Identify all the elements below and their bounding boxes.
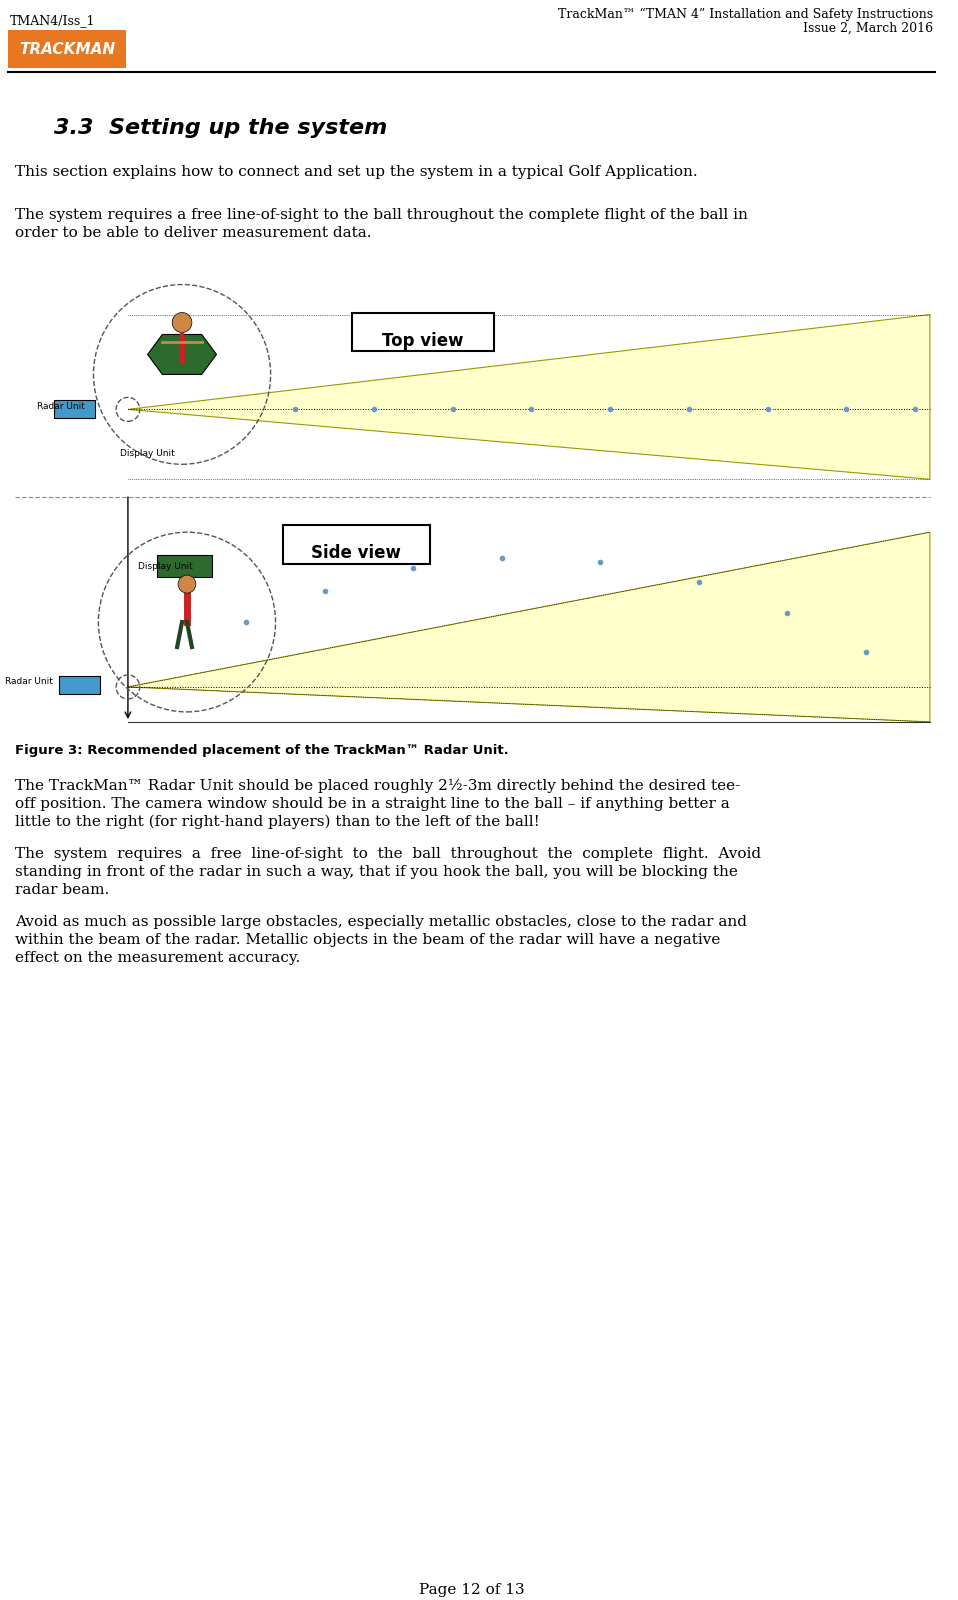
Text: standing in front of the radar in such a way, that if you hook the ball, you wil: standing in front of the radar in such a…: [14, 864, 738, 878]
Text: Issue 2, March 2016: Issue 2, March 2016: [803, 22, 933, 35]
FancyBboxPatch shape: [59, 675, 101, 694]
Text: Page 12 of 13: Page 12 of 13: [419, 1582, 524, 1597]
Text: Side view: Side view: [311, 544, 401, 562]
FancyBboxPatch shape: [8, 30, 125, 67]
Polygon shape: [148, 334, 217, 374]
Polygon shape: [128, 315, 930, 480]
Text: 3.3  Setting up the system: 3.3 Setting up the system: [54, 118, 387, 138]
Text: The system requires a free line-of-sight to the ball throughout the complete fli: The system requires a free line-of-sight…: [14, 208, 747, 222]
Text: little to the right (for right-hand players) than to the left of the ball!: little to the right (for right-hand play…: [14, 814, 539, 829]
Text: TMAN4/Iss_1: TMAN4/Iss_1: [10, 14, 96, 27]
Text: Avoid as much as possible large obstacles, especially metallic obstacles, close : Avoid as much as possible large obstacle…: [14, 915, 746, 928]
Text: off position. The camera window should be in a straight line to the ball – if an: off position. The camera window should b…: [14, 797, 729, 811]
Text: Radar Unit: Radar Unit: [5, 677, 53, 686]
Text: radar beam.: radar beam.: [14, 883, 109, 896]
Circle shape: [178, 574, 195, 594]
Circle shape: [172, 312, 192, 333]
Text: effect on the measurement accuracy.: effect on the measurement accuracy.: [14, 950, 300, 965]
Polygon shape: [128, 533, 930, 722]
Text: Display Unit: Display Unit: [121, 450, 175, 458]
Text: The  system  requires  a  free  line-of-sight  to  the  ball  throughout  the  c: The system requires a free line-of-sight…: [14, 846, 761, 861]
FancyBboxPatch shape: [157, 555, 212, 578]
Text: Radar Unit: Radar Unit: [37, 402, 85, 411]
Text: The TrackMan™ Radar Unit should be placed roughly 2½-3m directly behind the desi: The TrackMan™ Radar Unit should be place…: [14, 779, 740, 794]
Text: TRACKMAN: TRACKMAN: [19, 43, 115, 58]
Text: Figure 3: Recommended placement of the TrackMan™ Radar Unit.: Figure 3: Recommended placement of the T…: [14, 744, 509, 757]
FancyBboxPatch shape: [54, 400, 96, 418]
Text: This section explains how to connect and set up the system in a typical Golf App: This section explains how to connect and…: [14, 165, 697, 179]
FancyBboxPatch shape: [284, 525, 430, 565]
Text: TrackMan™ “TMAN 4” Installation and Safety Instructions: TrackMan™ “TMAN 4” Installation and Safe…: [558, 8, 933, 21]
Text: within the beam of the radar. Metallic objects in the beam of the radar will hav: within the beam of the radar. Metallic o…: [14, 933, 720, 947]
FancyBboxPatch shape: [353, 312, 494, 352]
Text: order to be able to deliver measurement data.: order to be able to deliver measurement …: [14, 226, 372, 240]
Text: Display Unit: Display Unit: [138, 562, 193, 571]
Text: Top view: Top view: [382, 333, 464, 350]
